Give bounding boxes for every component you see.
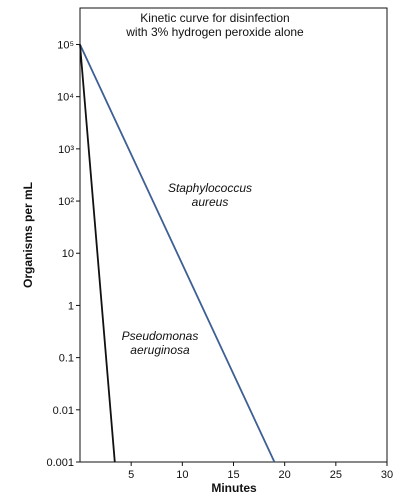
y-tick-label: 10² xyxy=(58,196,74,208)
series-label: Staphylococcus aureus xyxy=(168,181,252,209)
series-line xyxy=(79,44,276,463)
x-tick-label: 5 xyxy=(128,469,134,481)
x-tick-label: 30 xyxy=(381,469,393,481)
y-tick-label: 1 xyxy=(68,300,74,312)
x-tick-label: 25 xyxy=(330,469,342,481)
y-tick-label: 0.1 xyxy=(59,353,74,365)
chart-title: Kinetic curve for disinfection with 3% hy… xyxy=(125,11,304,39)
y-tick-label: 10 xyxy=(62,248,74,260)
x-tick-label: 20 xyxy=(279,469,291,481)
series-label: Pseudomonas aeruginosa xyxy=(122,329,199,357)
plot-frame xyxy=(79,7,388,463)
x-tick-label: 10 xyxy=(176,469,188,481)
series-line xyxy=(79,44,116,463)
y-tick-label: 10⁵ xyxy=(57,39,74,51)
x-axis-title: Minutes xyxy=(211,481,257,495)
y-tick-label: 10⁴ xyxy=(57,92,74,104)
y-tick-label: 0.01 xyxy=(53,405,74,417)
y-axis-title: Organisms per mL xyxy=(21,182,35,288)
y-tick-label: 0.001 xyxy=(46,457,74,469)
y-tick-label: 10³ xyxy=(58,144,74,156)
x-tick-label: 15 xyxy=(227,469,239,481)
